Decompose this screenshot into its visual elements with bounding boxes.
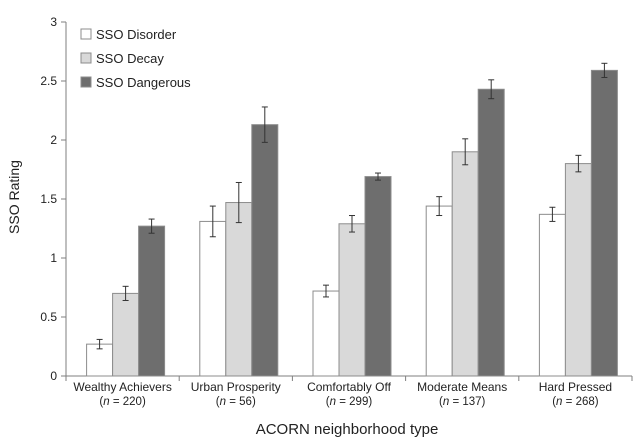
- error-bar: [462, 138, 469, 166]
- x-tick-label: Moderate Means: [417, 380, 507, 394]
- bar-sso-disorder: [312, 290, 340, 377]
- y-tick-label: 2.5: [40, 74, 57, 88]
- legend-swatch: [80, 28, 92, 40]
- bar-sso-decay: [225, 202, 253, 377]
- y-axis-title: SSO Rating: [6, 160, 22, 234]
- y-tick-label: 1: [50, 251, 57, 265]
- bar-sso-decay: [338, 223, 366, 377]
- error-bar: [261, 106, 268, 143]
- sample-size-value: 220: [123, 396, 142, 408]
- error-bar: [436, 196, 443, 217]
- x-tick-label: Wealthy Achievers: [73, 380, 172, 394]
- bar-sso-dangerous: [477, 88, 505, 377]
- sample-size-value: 268: [576, 396, 595, 408]
- x-tick-sample-size: (n = 268): [552, 396, 599, 408]
- error-bar: [375, 172, 381, 181]
- bar-sso-disorder: [199, 220, 227, 377]
- sample-size-value: 299: [349, 396, 368, 408]
- x-tick-sample-size: (n = 299): [326, 396, 373, 408]
- y-tick-label: 0: [50, 369, 57, 383]
- bar-sso-decay: [564, 163, 592, 377]
- legend-swatch: [80, 76, 92, 88]
- error-bar: [148, 218, 155, 234]
- error-bar: [575, 154, 582, 173]
- legend: SSO Disorder SSO Decay SSO Dangerous: [80, 27, 191, 90]
- bar-sso-decay: [451, 151, 479, 377]
- legend-label: SSO Disorder: [96, 27, 177, 42]
- legend-label: SSO Decay: [96, 51, 164, 66]
- bar-sso-disorder: [425, 205, 453, 377]
- bar-series-group: [86, 62, 618, 377]
- sample-size-value: 137: [462, 396, 481, 408]
- x-tick-label: Hard Pressed: [539, 380, 612, 394]
- legend-label: SSO Dangerous: [96, 75, 191, 90]
- x-tick-label: Comfortably Off: [307, 380, 391, 394]
- legend-swatch: [80, 52, 92, 64]
- bar-sso-dangerous: [251, 124, 279, 377]
- bar-sso-disorder: [538, 213, 566, 377]
- error-bar: [96, 338, 103, 350]
- bar-sso-dangerous: [364, 176, 392, 377]
- y-axis: 0 0.5 1 1.5 2 2.5 3: [40, 15, 67, 383]
- error-bar: [601, 62, 608, 78]
- bar-sso-decay: [112, 292, 140, 377]
- y-tick-label: 2: [50, 133, 57, 147]
- error-bar: [323, 284, 329, 298]
- error-bar: [122, 285, 129, 301]
- error-bar: [209, 205, 216, 238]
- sample-size-value: 56: [239, 396, 252, 408]
- x-axis: Wealthy Achievers (n = 220) Urban Prosperi…: [65, 375, 633, 408]
- bar-sso-dangerous: [590, 69, 618, 377]
- y-tick-label: 3: [50, 15, 57, 29]
- bar-sso-disorder: [86, 343, 114, 377]
- x-tick-sample-size: (n = 56): [216, 396, 256, 408]
- error-bar: [549, 206, 556, 222]
- y-tick-label: 1.5: [40, 192, 57, 206]
- x-axis-title: ACORN neighborhood type: [256, 421, 439, 438]
- error-bar: [488, 79, 495, 100]
- x-tick-label: Urban Prosperity: [191, 380, 281, 394]
- bar-sso-dangerous: [138, 225, 166, 377]
- error-bar: [235, 181, 242, 224]
- error-bar: [349, 215, 355, 233]
- y-tick-label: 0.5: [40, 310, 57, 324]
- x-tick-sample-size: (n = 137): [439, 396, 486, 408]
- x-tick-sample-size: (n = 220): [99, 396, 146, 408]
